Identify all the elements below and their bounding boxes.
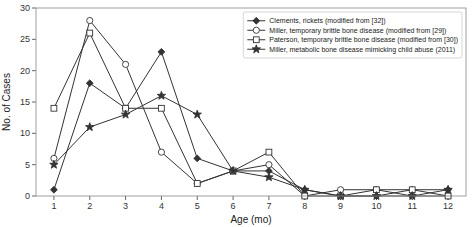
x-tick xyxy=(161,196,162,200)
point xyxy=(194,180,200,186)
legend-marker xyxy=(253,37,259,43)
y-tick-label: 0 xyxy=(25,191,30,201)
point xyxy=(157,91,165,99)
point xyxy=(444,185,452,193)
y-tick-label: 5 xyxy=(25,160,30,170)
chart: 123456789101112051015202530Age (mo)No. o… xyxy=(0,0,474,227)
point xyxy=(51,186,58,193)
x-tick-label: 2 xyxy=(87,201,92,211)
series-line xyxy=(54,96,448,196)
legend-label: Miller, metabolic bone disease mimicking… xyxy=(269,46,455,54)
point xyxy=(193,110,201,118)
x-tick-label: 8 xyxy=(302,201,307,211)
point xyxy=(159,105,165,111)
y-tick xyxy=(32,39,36,40)
y-axis-label: No. of Cases xyxy=(1,73,12,131)
y-tick xyxy=(32,196,36,197)
point xyxy=(229,167,237,175)
x-tick xyxy=(89,196,90,200)
legend-marker xyxy=(252,45,260,53)
x-tick xyxy=(53,196,54,200)
y-tick xyxy=(32,164,36,165)
y-tick-label: 15 xyxy=(20,97,30,107)
x-tick xyxy=(233,196,234,200)
x-tick-label: 10 xyxy=(371,201,381,211)
x-tick-label: 3 xyxy=(123,201,128,211)
y-tick xyxy=(32,133,36,134)
legend: Clements, rickets (modified from [32]) Mi… xyxy=(243,12,462,58)
point xyxy=(336,192,344,200)
point xyxy=(266,149,272,155)
x-tick xyxy=(197,196,198,200)
point xyxy=(194,181,200,187)
y-tick xyxy=(32,102,36,103)
x-tick-label: 9 xyxy=(338,201,343,211)
point xyxy=(122,61,128,67)
y-tick-label: 20 xyxy=(20,66,30,76)
point xyxy=(265,173,273,181)
x-axis-label: Age (mo) xyxy=(230,214,271,225)
legend-box xyxy=(243,12,462,58)
y-tick-label: 10 xyxy=(20,128,30,138)
point xyxy=(301,185,309,193)
point xyxy=(51,105,57,111)
legend-marker xyxy=(253,27,259,33)
legend-label: Miller, temporary brittle bone disease (… xyxy=(269,27,446,35)
y-tick-label: 25 xyxy=(20,34,30,44)
y-tick-label: 30 xyxy=(20,3,30,13)
plot-frame xyxy=(36,8,466,196)
plot-area xyxy=(36,8,466,196)
y-tick xyxy=(32,70,36,71)
x-tick xyxy=(125,196,126,200)
x-tick-label: 1 xyxy=(51,201,56,211)
series-line xyxy=(54,52,448,196)
point xyxy=(372,192,380,200)
point xyxy=(158,48,165,55)
point xyxy=(121,110,129,118)
point xyxy=(50,160,58,168)
point xyxy=(266,162,272,168)
legend-label: Paterson, temporary brittle bone disease… xyxy=(269,36,458,44)
series xyxy=(50,91,453,199)
point xyxy=(194,155,201,162)
legend-label: Clements, rickets (modified from [32]) xyxy=(269,17,385,25)
point xyxy=(87,17,93,23)
x-tick-label: 6 xyxy=(231,201,236,211)
point xyxy=(87,30,93,36)
x-tick-label: 11 xyxy=(408,201,417,211)
x-tick-label: 4 xyxy=(159,201,164,211)
series xyxy=(51,48,452,199)
point xyxy=(158,149,164,155)
point xyxy=(86,80,93,87)
point xyxy=(408,192,416,200)
point xyxy=(86,123,94,131)
x-tick-label: 7 xyxy=(266,201,271,211)
legend-marker xyxy=(253,17,260,24)
x-tick-label: 5 xyxy=(195,201,200,211)
x-tick xyxy=(268,196,269,200)
y-tick xyxy=(32,8,36,9)
x-tick-label: 12 xyxy=(443,201,453,211)
